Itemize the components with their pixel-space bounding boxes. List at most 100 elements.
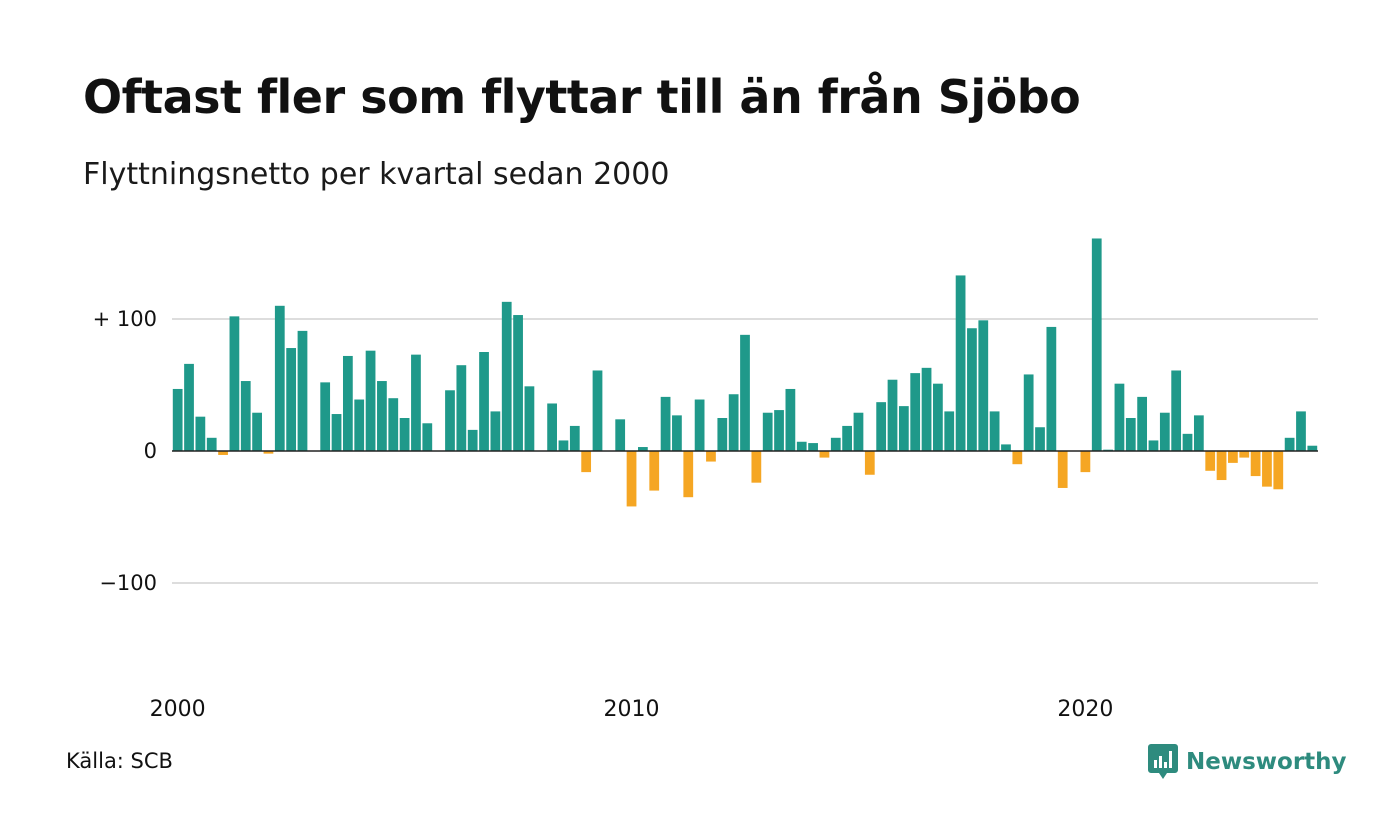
bar (229, 316, 240, 451)
x-tick-label: 2010 (604, 697, 660, 722)
bar (626, 451, 637, 507)
gridlines (172, 318, 1318, 584)
y-axis-ticks: + 100 0 −100 (93, 307, 157, 595)
bar (399, 418, 410, 451)
bar (240, 381, 251, 451)
bar (1091, 238, 1102, 451)
bar-chart: + 100 0 −100 2000 2010 2020 (93, 238, 1318, 722)
bar (808, 443, 818, 451)
bar (1001, 444, 1011, 451)
y-tick-label: −100 (99, 571, 157, 595)
y-tick-label: + 100 (93, 307, 157, 331)
x-tick-label: 2000 (150, 697, 206, 722)
bar (377, 381, 387, 451)
bar (456, 365, 467, 451)
bar (1262, 451, 1272, 487)
bar (1182, 433, 1193, 451)
x-tick-label: 2020 (1057, 697, 1113, 722)
bar (331, 414, 342, 451)
bar (411, 354, 421, 451)
bar (1125, 418, 1136, 451)
bar (581, 451, 592, 473)
bar (921, 367, 932, 451)
bar (524, 386, 535, 451)
y-tick-label: 0 (144, 439, 157, 463)
bar (547, 403, 557, 451)
bar (1057, 451, 1068, 488)
bar (1205, 451, 1216, 471)
bar (706, 451, 716, 462)
bar (172, 388, 183, 451)
bar (286, 348, 297, 451)
bar (694, 399, 705, 451)
bar (184, 363, 194, 451)
bar (501, 301, 512, 451)
bar (354, 399, 365, 451)
bar (978, 320, 989, 451)
bar (638, 447, 648, 451)
bar (1296, 411, 1306, 451)
bar (558, 440, 569, 451)
bar (740, 334, 750, 451)
brand-logo: Newsworthy (1148, 744, 1347, 780)
bar (513, 315, 523, 451)
bar (898, 406, 909, 451)
bar (683, 451, 694, 498)
bar (1114, 383, 1125, 451)
bar (195, 416, 206, 451)
bar (206, 437, 217, 451)
bar (717, 418, 728, 451)
bar (944, 411, 955, 451)
bar (320, 382, 331, 451)
bar (1193, 415, 1204, 451)
bar (830, 437, 841, 451)
brand-name: Newsworthy (1186, 749, 1347, 775)
bar (467, 429, 478, 451)
bar (1012, 451, 1023, 465)
bar (876, 402, 887, 451)
bar (1080, 451, 1091, 473)
bar (751, 451, 762, 483)
bar (365, 350, 376, 451)
bar (1228, 451, 1238, 463)
bar (785, 388, 796, 451)
bar (672, 415, 682, 451)
bar (1035, 427, 1045, 451)
bar (762, 412, 773, 451)
bar (1148, 440, 1159, 451)
bar (887, 379, 898, 451)
bar (842, 425, 852, 451)
bar (388, 398, 399, 451)
bar (615, 419, 626, 451)
bar (853, 412, 864, 451)
source-note: Källa: SCB (66, 749, 173, 773)
bar (342, 355, 353, 451)
bar (660, 396, 671, 451)
bar (728, 394, 739, 451)
x-axis-ticks: 2000 2010 2020 (150, 697, 1114, 722)
chart-subtitle: Flyttningsnetto per kvartal sedan 2000 (83, 157, 670, 192)
bar (955, 275, 966, 451)
bar (1046, 326, 1057, 451)
bar (649, 451, 660, 491)
bar (1159, 412, 1170, 451)
bars (172, 238, 1318, 507)
bar (490, 411, 501, 451)
bar (967, 328, 977, 451)
bar (1171, 370, 1182, 451)
bar (569, 425, 580, 451)
bar (933, 383, 943, 451)
bar (479, 352, 489, 451)
bar (864, 451, 875, 475)
bar (218, 451, 228, 455)
bar (297, 330, 308, 451)
bar (1239, 451, 1250, 458)
bar (774, 410, 784, 451)
bar (1284, 437, 1295, 451)
bar (252, 412, 262, 451)
bar (1250, 451, 1261, 477)
bar (592, 370, 603, 451)
newsworthy-chart-bubble-icon (1148, 744, 1178, 779)
bar (445, 390, 455, 451)
bar (263, 451, 274, 454)
